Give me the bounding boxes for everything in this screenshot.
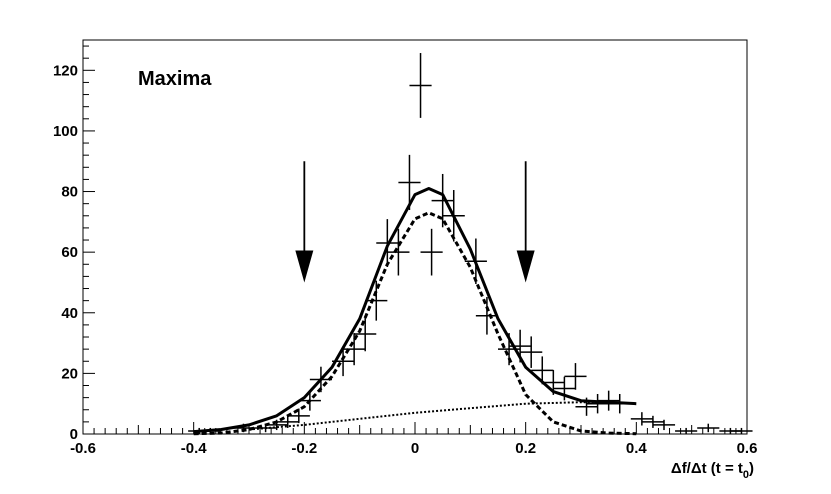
data-point (575, 397, 598, 416)
data-point (365, 280, 388, 321)
fit-curve-dashed (193, 211, 637, 436)
x-tick-label: -0.2 (291, 440, 317, 457)
y-tick-label: 60 (61, 244, 78, 261)
data-point (276, 415, 299, 428)
data-point (586, 393, 609, 414)
data-point (553, 376, 576, 401)
plot-frame (82, 39, 748, 435)
y-tick-label: 120 (53, 62, 78, 79)
arrow-head (516, 250, 535, 283)
fit-curve-solid (193, 187, 637, 434)
data-point (387, 228, 410, 276)
data-point (332, 346, 355, 377)
data-point (309, 366, 332, 393)
data-point (608, 393, 631, 414)
y-tick-label: 0 (70, 426, 78, 443)
data-point (630, 412, 653, 426)
data-point (597, 390, 620, 411)
data-point (287, 408, 310, 424)
x-tick-label: 0.6 (737, 440, 758, 457)
x-tick-label: 0 (411, 440, 419, 457)
data-point (431, 173, 454, 228)
data-point (641, 415, 664, 428)
cut-arrows (295, 161, 535, 283)
x-tick-label: -0.4 (181, 440, 208, 457)
data-point (697, 423, 720, 433)
cut-arrow (295, 161, 314, 283)
data-point (531, 356, 554, 385)
data-point (542, 370, 565, 395)
data-point (675, 427, 698, 434)
y-tick-label: 40 (61, 305, 78, 322)
arrow-head (295, 250, 314, 283)
data-point (464, 238, 487, 284)
data-point (730, 427, 753, 434)
data-point (475, 297, 498, 335)
data-point (564, 363, 587, 390)
x-axis-label-subscript: 0 (743, 469, 749, 481)
data-point (520, 336, 543, 368)
data-points (188, 53, 753, 434)
axes: -0.6 -0.4 -0.2 0 0.2 0.4 0.6 0 20 40 60 80 100 120 (53, 45, 758, 457)
x-tick-label: 0.2 (515, 440, 536, 457)
chart-annotation: Maxima (138, 68, 212, 90)
data-point (298, 390, 321, 411)
y-tick-label: 80 (61, 184, 78, 201)
x-axis-label: Δf/Δt (t = t0) (671, 460, 754, 481)
x-axis-label-close: ) (749, 460, 754, 477)
data-point (498, 333, 521, 366)
data-point (409, 53, 432, 118)
x-tick-label: 0.4 (626, 440, 648, 457)
data-point (354, 316, 377, 352)
x-axis-label-main: Δf/Δt (t = t (671, 460, 743, 477)
data-point (232, 423, 255, 433)
data-point (442, 190, 465, 242)
data-point (420, 228, 443, 276)
data-point (509, 329, 532, 363)
y-tick-label: 100 (53, 123, 78, 140)
data-point (343, 333, 366, 366)
data-point (398, 154, 421, 211)
data-point (652, 419, 676, 431)
plot-border (82, 39, 748, 435)
data-point (199, 427, 222, 434)
y-tick-label: 20 (61, 365, 78, 382)
x-tick-label: -0.6 (70, 440, 96, 457)
cut-arrow (516, 161, 535, 283)
data-point (376, 219, 399, 268)
fit-curves (193, 187, 637, 436)
fit-curve-dotted (248, 401, 609, 431)
